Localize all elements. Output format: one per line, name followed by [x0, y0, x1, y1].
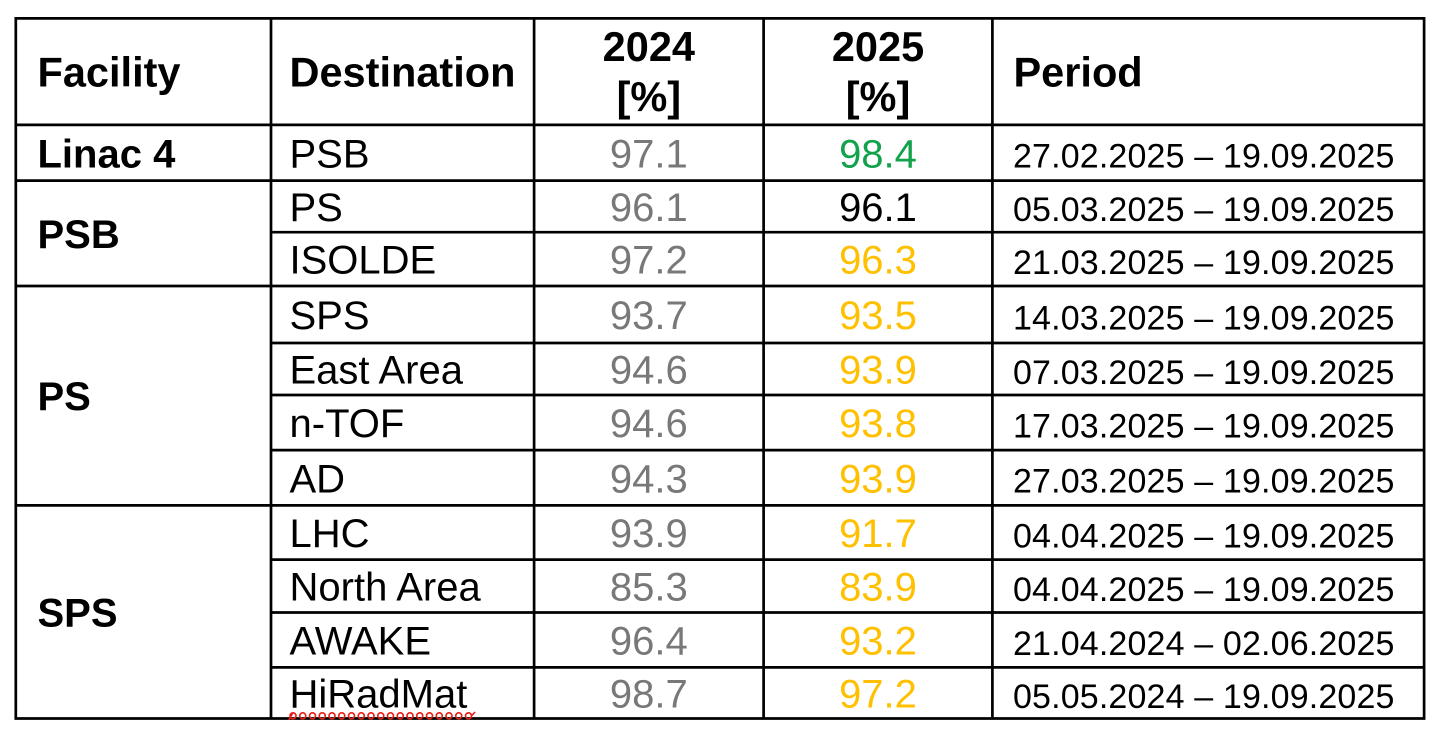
- svg-text:93.8: 93.8: [839, 402, 917, 446]
- svg-text:PS: PS: [290, 186, 343, 230]
- svg-text:93.7: 93.7: [610, 294, 688, 338]
- svg-text:n-TOF: n-TOF: [290, 402, 405, 446]
- svg-text:05.03.2025 – 19.09.2025: 05.03.2025 – 19.09.2025: [1013, 191, 1395, 229]
- svg-text:93.2: 93.2: [839, 619, 917, 663]
- svg-text:AD: AD: [290, 457, 346, 501]
- svg-text:94.6: 94.6: [610, 349, 688, 393]
- svg-text:Period: Period: [1014, 49, 1143, 96]
- svg-text:17.03.2025 – 19.09.2025: 17.03.2025 – 19.09.2025: [1013, 407, 1395, 445]
- svg-text:27.03.2025 – 19.09.2025: 27.03.2025 – 19.09.2025: [1013, 463, 1395, 501]
- svg-text:PSB: PSB: [38, 213, 120, 257]
- svg-text:LHC: LHC: [290, 512, 370, 556]
- svg-text:ISOLDE: ISOLDE: [290, 239, 437, 283]
- svg-text:05.05.2024 – 19.09.2025: 05.05.2024 – 19.09.2025: [1013, 678, 1395, 716]
- svg-text:91.7: 91.7: [839, 512, 917, 556]
- svg-text:21.04.2024 – 02.06.2025: 21.04.2024 – 02.06.2025: [1013, 625, 1395, 663]
- svg-text:93.9: 93.9: [839, 349, 917, 393]
- svg-text:04.04.2025 – 19.09.2025: 04.04.2025 – 19.09.2025: [1013, 571, 1395, 609]
- svg-text:93.5: 93.5: [839, 294, 917, 338]
- svg-text:94.6: 94.6: [610, 402, 688, 446]
- svg-text:96.1: 96.1: [610, 186, 688, 230]
- svg-text:HiRadMat: HiRadMat: [290, 672, 468, 716]
- svg-text:07.03.2025 – 19.09.2025: 07.03.2025 – 19.09.2025: [1013, 354, 1395, 392]
- svg-text:85.3: 85.3: [610, 566, 688, 610]
- svg-text:Facility: Facility: [38, 49, 181, 96]
- svg-text:2024: 2024: [603, 23, 695, 70]
- svg-text:2025: 2025: [832, 23, 924, 70]
- svg-text:98.7: 98.7: [610, 672, 688, 716]
- svg-text:96.3: 96.3: [839, 239, 917, 283]
- svg-text:96.4: 96.4: [610, 619, 688, 663]
- svg-text:East Area: East Area: [290, 349, 464, 393]
- svg-text:97.1: 97.1: [610, 132, 688, 176]
- svg-text:AWAKE: AWAKE: [290, 619, 432, 663]
- svg-text:PSB: PSB: [290, 132, 370, 176]
- svg-text:SPS: SPS: [38, 591, 118, 635]
- svg-text:94.3: 94.3: [610, 457, 688, 501]
- svg-text:97.2: 97.2: [839, 672, 917, 716]
- svg-text:83.9: 83.9: [839, 566, 917, 610]
- svg-text:[%]: [%]: [846, 73, 911, 120]
- svg-text:93.9: 93.9: [839, 457, 917, 501]
- svg-text:North Area: North Area: [290, 566, 482, 610]
- svg-text:98.4: 98.4: [839, 132, 917, 176]
- svg-text:96.1: 96.1: [839, 186, 917, 230]
- svg-text:Linac 4: Linac 4: [38, 132, 177, 176]
- svg-text:21.03.2025 – 19.09.2025: 21.03.2025 – 19.09.2025: [1013, 244, 1395, 282]
- svg-text:14.03.2025 – 19.09.2025: 14.03.2025 – 19.09.2025: [1013, 299, 1395, 337]
- svg-text:PS: PS: [38, 375, 91, 419]
- svg-text:Destination: Destination: [290, 49, 516, 96]
- svg-text:SPS: SPS: [290, 294, 370, 338]
- svg-text:97.2: 97.2: [610, 239, 688, 283]
- svg-text:27.02.2025 – 19.09.2025: 27.02.2025 – 19.09.2025: [1013, 138, 1395, 176]
- svg-text:[%]: [%]: [617, 73, 682, 120]
- svg-text:93.9: 93.9: [610, 512, 688, 556]
- svg-text:04.04.2025 – 19.09.2025: 04.04.2025 – 19.09.2025: [1013, 517, 1395, 555]
